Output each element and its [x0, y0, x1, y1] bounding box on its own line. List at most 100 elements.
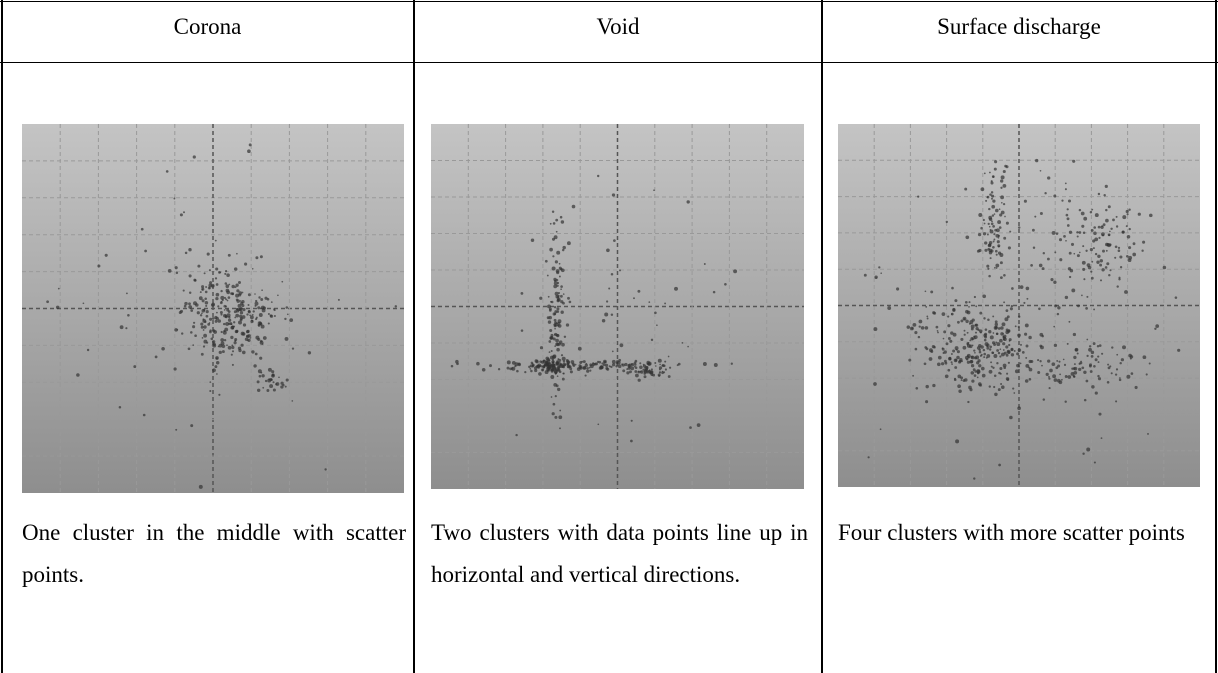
image-dot [227, 345, 232, 350]
image-dot [269, 314, 274, 318]
image-dot [619, 343, 624, 348]
image-dot [1124, 290, 1128, 294]
image-dot [239, 300, 242, 302]
image-dot [602, 359, 607, 364]
image-dot [199, 291, 202, 294]
image-dot [1010, 304, 1014, 308]
image-dot [664, 368, 667, 371]
image-dot [999, 213, 1003, 217]
image-dot [1078, 231, 1082, 234]
image-dot [394, 305, 398, 308]
image-dot [555, 269, 560, 273]
image-dot [1000, 332, 1004, 336]
image-dot [1066, 208, 1069, 211]
image-dot [228, 283, 231, 286]
image-dot [144, 249, 147, 253]
image-dot [996, 240, 1000, 244]
image-dot [992, 225, 995, 228]
image-dot [57, 287, 60, 290]
image-dot [553, 312, 557, 316]
image-dot [667, 375, 671, 378]
image-dot [1025, 344, 1029, 348]
image-dot [218, 350, 222, 355]
image-dot [964, 300, 968, 304]
image-dot [200, 352, 204, 356]
image-dot [1003, 301, 1006, 304]
image-dot [1110, 372, 1113, 375]
image-dot [256, 380, 260, 384]
image-dot [209, 381, 212, 383]
image-dot [973, 335, 976, 338]
image-dot [541, 369, 544, 371]
image-dot [988, 225, 991, 228]
image-dot [222, 330, 227, 335]
image-dot [224, 327, 229, 332]
image-dot [555, 362, 559, 366]
image-dot [1025, 286, 1030, 291]
image-dot [637, 378, 641, 382]
image-dot [1073, 363, 1076, 366]
image-dot [1042, 252, 1045, 255]
image-dot [949, 339, 953, 343]
image-dot [557, 342, 562, 346]
image-dot [174, 266, 178, 270]
image-dot [945, 342, 949, 346]
image-dot [264, 296, 268, 300]
image-dot [1083, 216, 1088, 221]
image-dot [983, 222, 986, 225]
image-dot [948, 357, 952, 361]
image-dot [687, 345, 689, 348]
image-dot [571, 204, 576, 209]
image-dot [1114, 373, 1118, 376]
image-dot [553, 383, 558, 387]
image-dot [549, 328, 553, 333]
image-dot [259, 356, 263, 360]
image-dot [230, 353, 233, 356]
image-dot [997, 388, 1001, 392]
image-dot [912, 374, 915, 377]
image-dot [1042, 398, 1046, 401]
image-dot [1097, 225, 1101, 229]
image-dot [983, 333, 987, 338]
image-dot [192, 155, 196, 159]
image-dot [887, 306, 892, 310]
image-dot [586, 369, 590, 373]
image-dot [984, 248, 988, 252]
image-dot [184, 251, 188, 255]
image-dot [1030, 264, 1033, 267]
image-dot [947, 368, 951, 372]
image-dot [997, 236, 1000, 239]
image-dot [555, 230, 558, 233]
image-dot [873, 327, 878, 332]
image-dot [214, 319, 218, 323]
image-dot [1081, 366, 1085, 370]
image-dot [558, 266, 562, 270]
image-dot [249, 315, 254, 320]
image-dot [271, 373, 275, 377]
image-dot [652, 373, 656, 377]
image-dot [605, 363, 609, 367]
image-dot [910, 326, 914, 331]
image-dot [187, 347, 191, 351]
image-dot [925, 400, 929, 404]
image-dot [998, 226, 1002, 229]
image-dot [1086, 295, 1089, 298]
image-dot [970, 337, 974, 341]
image-dot [993, 233, 996, 236]
image-dot [497, 368, 501, 371]
image-dot [582, 366, 587, 370]
image-dot [615, 361, 619, 365]
image-dot [991, 204, 996, 209]
image-dot [545, 361, 549, 364]
image-dot [1090, 350, 1095, 355]
image-dot [954, 299, 958, 303]
image-dot [260, 324, 265, 329]
image-dot [1039, 360, 1042, 363]
image-dot [1074, 347, 1079, 352]
image-dot [968, 301, 971, 304]
image-dot [991, 194, 995, 198]
image-dot [515, 433, 518, 437]
image-dot [724, 283, 727, 286]
image-dot [553, 284, 558, 289]
image-dot [542, 359, 546, 363]
